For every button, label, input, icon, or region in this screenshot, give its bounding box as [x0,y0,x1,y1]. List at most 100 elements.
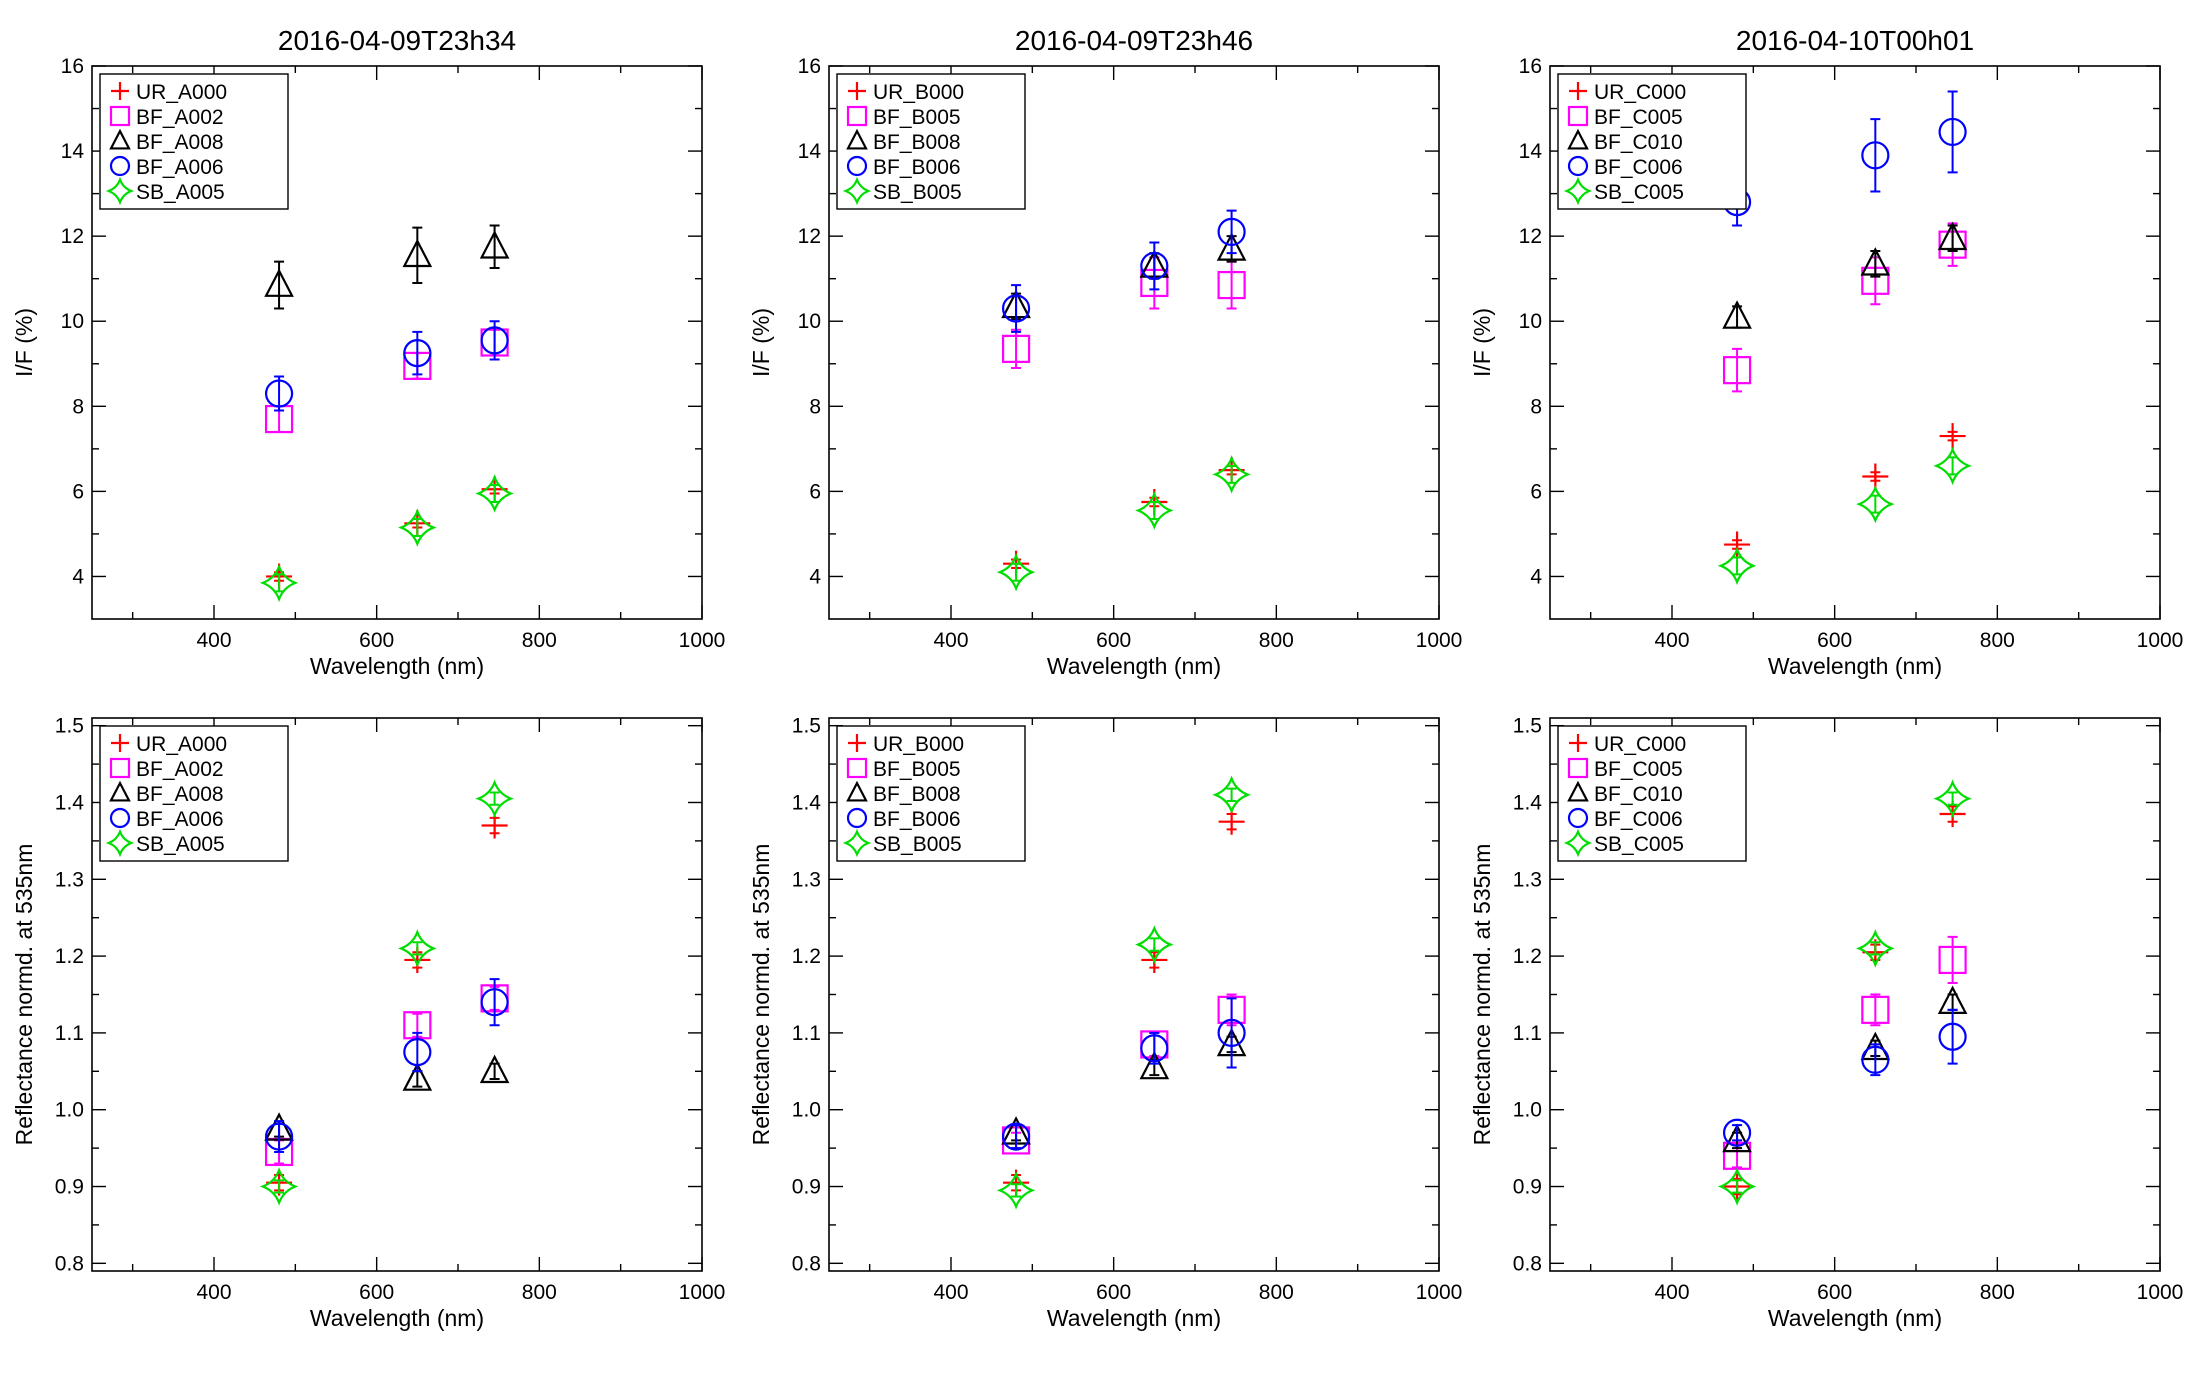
data-point [402,238,433,268]
x-tick-label: 1000 [679,629,726,652]
y-tick-label: 1.5 [55,715,84,738]
data-point [480,988,509,1017]
data-point [1861,141,1890,170]
error-bar [1870,118,1881,193]
y-tick-label: 16 [61,55,84,78]
x-tick-label: 1000 [679,1281,726,1304]
error-bar [1226,209,1237,255]
legend-marker [1567,780,1589,802]
data-point [1856,484,1895,524]
legend-entry: SB_B005 [873,181,962,204]
x-tick-label: 400 [933,629,968,652]
y-tick-label: 1.1 [792,1022,821,1045]
y-tick-label: 4 [809,565,821,588]
legend-box [99,725,289,862]
legend-entry: UR_C000 [1594,81,1686,104]
y-tick-label: 1.3 [792,868,821,891]
y-axis-label: Reflectance normd. at 535nm [11,844,37,1146]
panel-5: 400 600 800 1000 0.8 0.9 1.0 1.1 1.2 1.3 1.4 1.5 Wav… [748,715,1462,1331]
legend-entry: SB_C005 [1594,833,1684,856]
legend-marker [1569,82,1587,100]
error-bar [412,226,423,284]
data-point [1938,945,1967,975]
y-tick-label: 12 [61,225,84,248]
data-point [996,1171,1036,1210]
series-BF_A006 [264,978,509,1153]
data-point [403,339,432,368]
y-tick-label: 1.3 [55,868,84,891]
legend-entry: BF_A002 [136,758,224,781]
legend-entry: BF_C005 [1594,758,1683,781]
data-point [1001,334,1031,363]
y-tick-label: 1.0 [1513,1099,1542,1122]
data-point [264,268,294,297]
y-tick-label: 0.9 [55,1176,84,1199]
legend-entry: UR_B000 [873,81,964,104]
legend-marker [846,155,868,177]
data-point [1722,1118,1752,1147]
legend-entry: BF_A008 [136,783,224,806]
legend-box [1557,73,1747,210]
y-tick-label: 4 [1530,565,1542,588]
legend-entry: BF_B008 [873,131,961,154]
data-point [479,230,510,259]
y-tick-label: 10 [798,310,821,333]
series-SB_B005 [996,775,1251,1210]
error-bar [412,330,423,376]
legend-entry: UR_C000 [1594,733,1686,756]
data-point [1933,446,1972,486]
error-bar [1011,284,1022,333]
data-point [1001,1122,1031,1151]
legend-entry: BF_A008 [136,131,224,154]
y-tick-label: 14 [798,140,822,163]
y-tick-label: 1.1 [1513,1022,1542,1045]
y-tick-label: 16 [1519,55,1542,78]
x-axis-label: Wavelength (nm) [1047,1305,1221,1331]
data-point [1717,546,1757,586]
legend-entry: UR_A000 [136,81,227,104]
legend-marker [846,105,868,127]
panel-2: 400 600 800 1000 4 6 8 10 12 14 16 Wavelength (nm) I… [748,25,1462,679]
panel-6: 400 600 800 1000 0.8 0.9 1.0 1.1 1.2 1.3 1.4 1.5 Wav… [1469,715,2183,1331]
legend-marker [105,176,135,206]
data-point [1139,1050,1170,1080]
y-tick-label: 4 [72,565,84,588]
x-tick-label: 600 [359,1281,394,1304]
x-tick-label: 800 [1259,629,1294,652]
data-point [475,474,514,513]
data-point [475,779,514,818]
error-bar [412,941,423,956]
x-tick-label: 1000 [1416,629,1463,652]
series-SB_A005 [259,779,514,1206]
data-point [1938,1022,1967,1051]
data-point [402,1062,433,1091]
y-tick-label: 1.0 [55,1099,84,1122]
legend-marker [109,128,131,150]
error-bar [1732,347,1743,393]
legend-box [836,725,1026,862]
data-point [1217,217,1246,246]
data-point [1938,117,1967,147]
x-tick-label: 600 [1817,1281,1852,1304]
series-BF_B006 [1001,997,1246,1151]
legend-marker [109,155,131,177]
error-bar [1226,787,1237,802]
legend-marker [1567,757,1589,779]
legend-entry: UR_A000 [136,733,227,756]
error-bar [1226,997,1237,1069]
data-point [1939,423,1966,450]
data-point [1212,455,1251,494]
data-point [1933,779,1972,818]
x-tick-label: 600 [1096,629,1131,652]
series-SB_C005 [1717,779,1972,1206]
panel-4: 400 600 800 1000 0.8 0.9 1.0 1.1 1.2 1.3 1.4 1.5 Wav… [11,715,725,1331]
y-tick-label: 1.0 [792,1099,821,1122]
panel-3: 400 600 800 1000 4 6 8 10 12 14 16 Wavelength (nm) I… [1469,25,2183,679]
error-bar [1149,1031,1160,1065]
error-bar [1732,1179,1743,1194]
y-tick-label: 14 [1519,140,1543,163]
y-tick-label: 12 [1519,225,1542,248]
